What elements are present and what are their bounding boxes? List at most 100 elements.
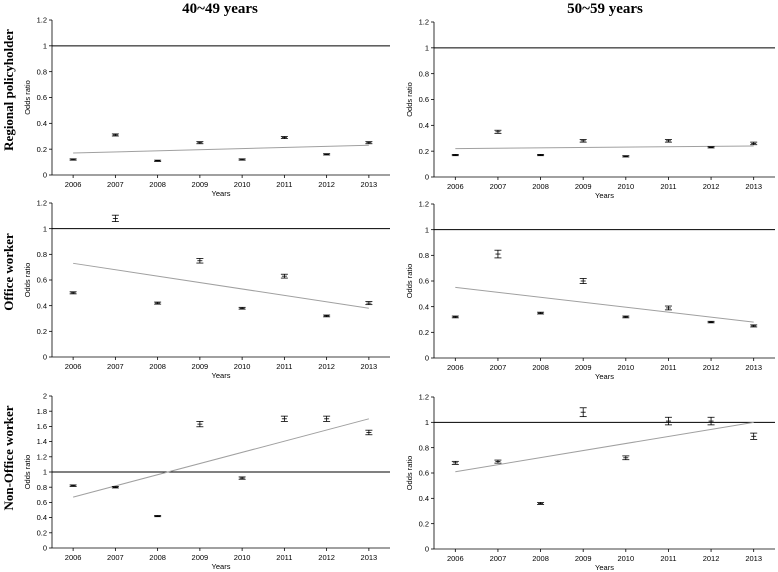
x-tick-label: 2012 — [703, 363, 720, 372]
data-point — [494, 459, 502, 464]
chart-panel-4: 0 0.2 0.4 0.6 0.8 1 1.2 2006 2007 2008 2009 2010 201… — [405, 200, 775, 381]
y-tick-label: 1 — [43, 468, 47, 477]
y-tick-label: 0 — [43, 544, 47, 553]
data-point — [707, 146, 715, 149]
data-point — [537, 153, 545, 157]
x-axis-label: Years — [595, 191, 614, 200]
y-tick-label: 0 — [425, 545, 429, 554]
y-tick-label: 1.4 — [37, 437, 47, 446]
x-tick-label: 2011 — [660, 182, 676, 191]
x-axis-label: Years — [212, 189, 231, 198]
x-tick-label: 2008 — [149, 362, 166, 371]
y-tick-label: 0.2 — [419, 147, 429, 156]
x-tick-label: 2012 — [318, 553, 335, 562]
x-tick-label: 2007 — [490, 182, 507, 191]
data-point — [323, 415, 331, 422]
y-tick-label: 0.2 — [37, 327, 47, 336]
y-tick-label: 2 — [43, 392, 47, 401]
chart-panel-1: 0 0.2 0.4 0.6 0.8 1 1.2 2006 2007 2008 2009 2010 201… — [23, 16, 390, 198]
data-point — [579, 139, 587, 143]
y-tick-label: 1 — [425, 43, 429, 52]
data-point — [111, 486, 119, 489]
data-point — [537, 311, 545, 315]
y-tick-label: 0.6 — [419, 277, 429, 286]
x-tick-label: 2008 — [149, 180, 166, 189]
x-tick-label: 2009 — [575, 363, 592, 372]
x-tick-label: 2007 — [107, 362, 124, 371]
data-point — [579, 278, 587, 284]
trend-line — [73, 262, 369, 309]
y-tick-label: 0.4 — [37, 301, 47, 310]
x-tick-label: 2009 — [575, 554, 592, 563]
x-tick-label: 2011 — [660, 554, 676, 563]
y-tick-label: 0.4 — [419, 121, 429, 130]
x-tick-label: 2010 — [617, 182, 634, 191]
y-tick-label: 0 — [425, 354, 429, 363]
x-tick-label: 2013 — [361, 180, 378, 189]
trend-line — [73, 144, 369, 154]
y-tick-label: 0.4 — [37, 513, 47, 522]
y-tick-label: 0.8 — [37, 67, 47, 76]
data-point — [196, 141, 204, 145]
x-axis-label: Years — [212, 371, 231, 380]
y-tick-label: 0.2 — [37, 145, 47, 154]
x-tick-label: 2013 — [361, 362, 378, 371]
x-tick-label: 2007 — [107, 180, 124, 189]
data-point — [750, 324, 758, 328]
y-tick-label: 0.8 — [419, 443, 429, 452]
x-tick-label: 2010 — [617, 554, 634, 563]
x-tick-label: 2007 — [490, 554, 507, 563]
y-tick-label: 0.8 — [419, 251, 429, 260]
y-tick-label: 0.6 — [37, 276, 47, 285]
y-tick-label: 1.2 — [37, 199, 47, 208]
data-point — [750, 432, 758, 440]
y-tick-label: 1 — [43, 224, 47, 233]
data-point — [196, 258, 204, 264]
y-tick-label: 0.6 — [37, 93, 47, 102]
chart-panel-3: 0 0.2 0.4 0.6 0.8 1 1.2 2006 2007 2008 2009 2010 201… — [23, 199, 390, 380]
x-tick-label: 2008 — [532, 363, 549, 372]
x-tick-label: 2010 — [617, 363, 634, 372]
y-tick-label: 0.4 — [419, 302, 429, 311]
x-tick-label: 2008 — [149, 553, 166, 562]
x-axis-label: Years — [212, 562, 231, 571]
x-tick-label: 2006 — [447, 182, 464, 191]
data-point — [280, 136, 288, 139]
data-point — [69, 291, 77, 295]
x-tick-label: 2007 — [490, 363, 507, 372]
x-tick-label: 2011 — [276, 553, 292, 562]
data-point — [750, 141, 758, 146]
data-point — [365, 141, 373, 145]
x-tick-label: 2011 — [276, 362, 292, 371]
y-tick-label: 0 — [425, 173, 429, 182]
data-point — [323, 314, 331, 318]
y-axis-label: Odds ratio — [405, 264, 414, 299]
column-title-50-59: 50~59 years — [567, 1, 643, 17]
x-tick-label: 2008 — [532, 554, 549, 563]
y-axis-label: Odds ratio — [405, 82, 414, 117]
y-tick-label: 1 — [43, 41, 47, 50]
y-tick-label: 0.4 — [37, 119, 47, 128]
trend-line — [455, 145, 754, 150]
trend-line — [72, 418, 370, 498]
x-tick-label: 2013 — [361, 553, 378, 562]
data-point — [622, 155, 630, 158]
data-point — [238, 158, 246, 161]
data-point — [323, 153, 331, 156]
data-point — [154, 159, 162, 162]
x-tick-label: 2006 — [447, 554, 464, 563]
x-tick-label: 2009 — [192, 553, 209, 562]
y-tick-label: 1.2 — [419, 200, 429, 209]
x-tick-label: 2010 — [234, 553, 251, 562]
x-tick-label: 2007 — [107, 553, 124, 562]
x-tick-label: 2006 — [65, 362, 82, 371]
data-point — [154, 515, 162, 518]
data-point — [664, 139, 672, 143]
x-tick-label: 2010 — [234, 180, 251, 189]
y-tick-label: 1 — [425, 225, 429, 234]
y-axis-label: Odds ratio — [23, 80, 32, 115]
data-point — [238, 306, 246, 310]
data-point — [280, 415, 288, 422]
y-tick-label: 0.6 — [419, 95, 429, 104]
